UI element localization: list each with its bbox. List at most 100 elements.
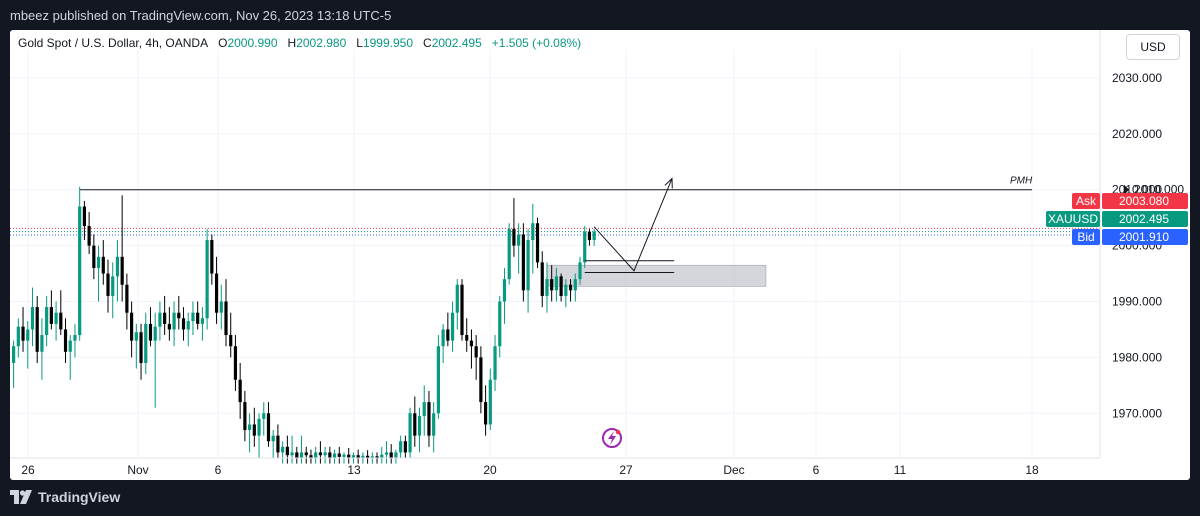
price-label-value: 2003.080 — [1119, 194, 1169, 208]
price-label-ask: Ask 2003.080 — [1072, 193, 1188, 209]
currency-button[interactable]: USD — [1126, 34, 1180, 60]
x-tick-label: Dec — [723, 463, 744, 477]
candle-body — [281, 446, 285, 453]
candle-body — [436, 346, 440, 414]
x-tick-label: 20 — [483, 463, 497, 477]
candle — [134, 323, 138, 369]
candle — [87, 212, 91, 254]
candle-body — [550, 279, 554, 291]
candle — [517, 223, 521, 274]
candle-body — [427, 402, 431, 436]
candle-body — [304, 452, 308, 456]
candle-body — [266, 413, 271, 442]
candle — [205, 228, 209, 330]
candle — [479, 346, 483, 414]
annotations-over — [584, 177, 675, 273]
candle — [441, 323, 445, 363]
candle-body — [564, 284, 568, 296]
candle — [545, 262, 549, 313]
candle-body — [295, 452, 299, 458]
candle-body — [153, 326, 157, 341]
candle-body — [148, 323, 153, 341]
candle — [290, 435, 294, 464]
x-tick-label: 6 — [813, 463, 820, 477]
candle — [63, 318, 68, 363]
candle — [276, 424, 280, 458]
candle — [111, 262, 115, 319]
lightning-icon[interactable] — [602, 428, 622, 448]
candle — [92, 234, 96, 280]
candle-body — [252, 424, 256, 436]
candle-body — [49, 307, 53, 324]
candle-body — [158, 312, 162, 327]
candle-body — [134, 332, 138, 341]
price-label-last: XAUUSD 2002.495 — [1046, 211, 1188, 227]
candle-body — [479, 357, 483, 403]
candle — [488, 368, 492, 431]
candle — [172, 301, 176, 347]
candle — [521, 223, 525, 302]
candle — [347, 447, 351, 464]
x-tick-label: 26 — [21, 463, 35, 477]
x-tick-label: 11 — [894, 463, 907, 477]
candle-body — [35, 307, 39, 352]
candle-body — [484, 402, 488, 425]
close-value: 2002.495 — [431, 36, 482, 50]
candle — [332, 449, 337, 464]
candle — [130, 301, 134, 358]
candle — [366, 450, 370, 464]
candle — [271, 430, 275, 458]
candle — [49, 290, 53, 330]
candle-body — [337, 453, 341, 457]
candle-body — [63, 329, 68, 352]
candle — [328, 446, 332, 464]
candle — [314, 446, 318, 464]
tradingview-logo[interactable]: TradingView — [10, 489, 120, 505]
candle — [177, 295, 181, 330]
candle-body — [219, 301, 223, 313]
candle-body — [271, 435, 275, 442]
candle-body — [12, 346, 16, 363]
candle — [460, 279, 464, 341]
candle — [45, 295, 49, 347]
candle — [403, 435, 407, 458]
candle-body — [243, 402, 247, 431]
candle — [568, 279, 573, 302]
candle — [502, 267, 507, 324]
candle — [394, 449, 398, 464]
candle — [252, 407, 256, 447]
candle-body — [502, 279, 507, 302]
candle — [526, 228, 530, 313]
close-label: C — [423, 36, 432, 50]
candle-body — [26, 329, 30, 341]
symbol-legend[interactable]: Gold Spot / U.S. Dollar, 4h, OANDA O2000… — [18, 36, 581, 50]
candle — [224, 279, 228, 347]
candle — [399, 435, 403, 458]
chart-svg[interactable]: PMH 1970.0001980.0001990.0002000.0002010… — [10, 30, 1190, 480]
x-tick-label: 27 — [619, 463, 633, 477]
candle — [158, 301, 162, 341]
candle — [30, 287, 35, 347]
candle — [262, 402, 266, 436]
candle — [554, 267, 558, 302]
candle-body — [441, 329, 445, 347]
chart-frame[interactable]: PMH 1970.000 1980.000 1990.000 2000.000 2010… — [10, 30, 1190, 480]
candle — [186, 312, 190, 347]
candle-body — [370, 456, 374, 458]
candle-body — [559, 276, 563, 296]
candle — [153, 312, 157, 408]
candle-body — [413, 413, 417, 436]
candle-body — [139, 332, 143, 363]
candle — [422, 385, 426, 436]
candle — [535, 217, 540, 268]
candle-body — [276, 435, 280, 453]
candle-body — [200, 318, 204, 324]
candle-body — [130, 312, 134, 341]
candle — [248, 413, 252, 453]
candle — [191, 301, 195, 336]
candle-body — [163, 312, 167, 324]
candle-body — [167, 323, 171, 330]
candle — [498, 295, 502, 358]
candle — [356, 449, 360, 464]
price-label-name: Bid — [1077, 230, 1094, 244]
